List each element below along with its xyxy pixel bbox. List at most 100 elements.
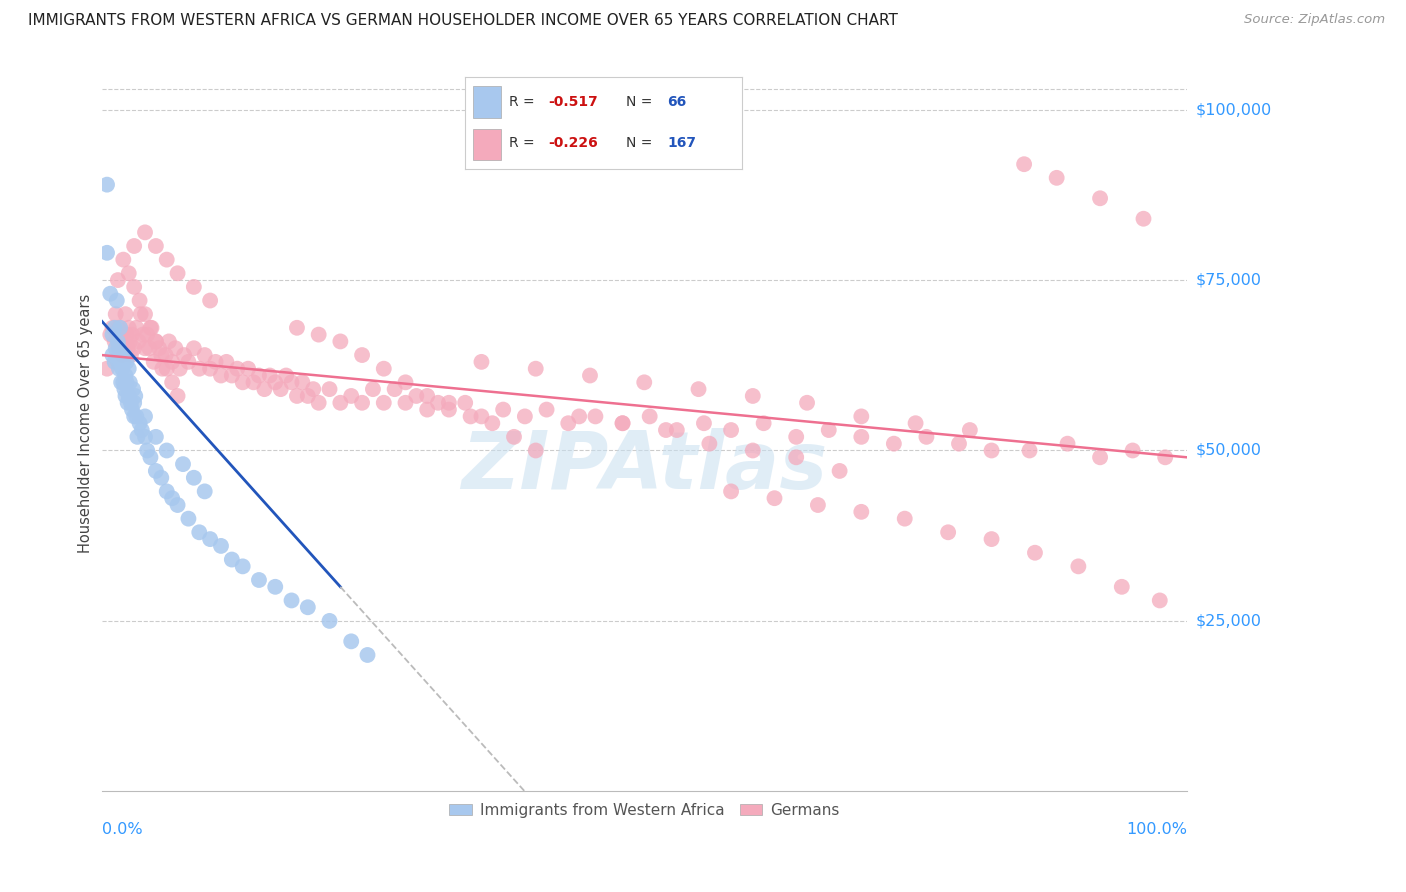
Text: Source: ZipAtlas.com: Source: ZipAtlas.com — [1244, 13, 1385, 27]
Point — [1122, 443, 1144, 458]
Point — [394, 396, 416, 410]
Point — [169, 361, 191, 376]
Point — [356, 648, 378, 662]
Point — [121, 327, 143, 342]
Point — [264, 376, 287, 390]
Point — [959, 423, 981, 437]
Text: 100.0%: 100.0% — [1126, 822, 1187, 837]
Point — [557, 416, 579, 430]
Point — [166, 266, 188, 280]
Point — [807, 498, 830, 512]
Point — [115, 376, 138, 390]
Point — [148, 341, 170, 355]
Point — [107, 273, 129, 287]
Point — [481, 416, 503, 430]
Point — [352, 396, 374, 410]
Point — [145, 239, 167, 253]
Point — [817, 423, 839, 437]
Point — [112, 252, 135, 267]
Point — [308, 396, 330, 410]
Point — [160, 376, 183, 390]
Point — [437, 396, 460, 410]
Point — [665, 423, 688, 437]
Point — [226, 361, 249, 376]
Point — [204, 355, 226, 369]
Point — [110, 334, 132, 349]
Point — [352, 348, 374, 362]
Point — [122, 239, 145, 253]
Point — [253, 382, 276, 396]
Point — [524, 361, 547, 376]
Point — [173, 348, 195, 362]
Point — [96, 245, 118, 260]
Point — [108, 341, 131, 355]
Point — [503, 430, 526, 444]
Point — [513, 409, 536, 424]
Point — [104, 355, 127, 369]
Point — [579, 368, 602, 383]
Point — [108, 320, 131, 334]
Point — [329, 396, 352, 410]
Point — [720, 423, 742, 437]
Point — [454, 396, 477, 410]
Point — [948, 436, 970, 450]
Point — [851, 505, 873, 519]
Point — [118, 376, 141, 390]
Point — [612, 416, 634, 430]
Point — [699, 436, 721, 450]
Point — [427, 396, 450, 410]
Point — [122, 280, 145, 294]
Point — [209, 539, 232, 553]
Point — [124, 389, 146, 403]
Point — [105, 293, 128, 308]
Point — [340, 634, 363, 648]
Point — [118, 320, 141, 334]
Point — [101, 327, 124, 342]
Point — [160, 355, 183, 369]
Point — [118, 334, 141, 349]
Point — [107, 320, 129, 334]
Point — [134, 225, 156, 239]
Point — [785, 430, 807, 444]
Point — [693, 416, 716, 430]
Point — [166, 389, 188, 403]
Point — [120, 396, 142, 410]
Point — [741, 443, 763, 458]
Point — [145, 430, 167, 444]
Point — [285, 320, 308, 334]
Point — [128, 334, 150, 349]
Point — [394, 376, 416, 390]
Point — [655, 423, 678, 437]
Point — [122, 396, 145, 410]
Point — [221, 368, 243, 383]
Point — [117, 396, 139, 410]
Point — [828, 464, 851, 478]
Point — [177, 511, 200, 525]
Point — [128, 293, 150, 308]
Point — [470, 355, 492, 369]
Point — [183, 471, 205, 485]
Point — [1149, 593, 1171, 607]
Point — [720, 484, 742, 499]
Point — [122, 341, 145, 355]
Point — [156, 484, 179, 499]
Point — [883, 436, 905, 450]
Point — [142, 355, 165, 369]
Point — [107, 334, 129, 349]
Point — [340, 389, 363, 403]
Point — [134, 409, 156, 424]
Point — [134, 307, 156, 321]
Point — [145, 464, 167, 478]
Point — [209, 368, 232, 383]
Point — [104, 307, 127, 321]
Point — [121, 402, 143, 417]
Point — [1056, 436, 1078, 450]
Point — [108, 341, 131, 355]
Point — [108, 320, 131, 334]
Point — [198, 532, 221, 546]
Point — [259, 368, 281, 383]
Point — [373, 396, 395, 410]
Point — [96, 178, 118, 192]
Point — [101, 348, 124, 362]
Point — [980, 532, 1002, 546]
